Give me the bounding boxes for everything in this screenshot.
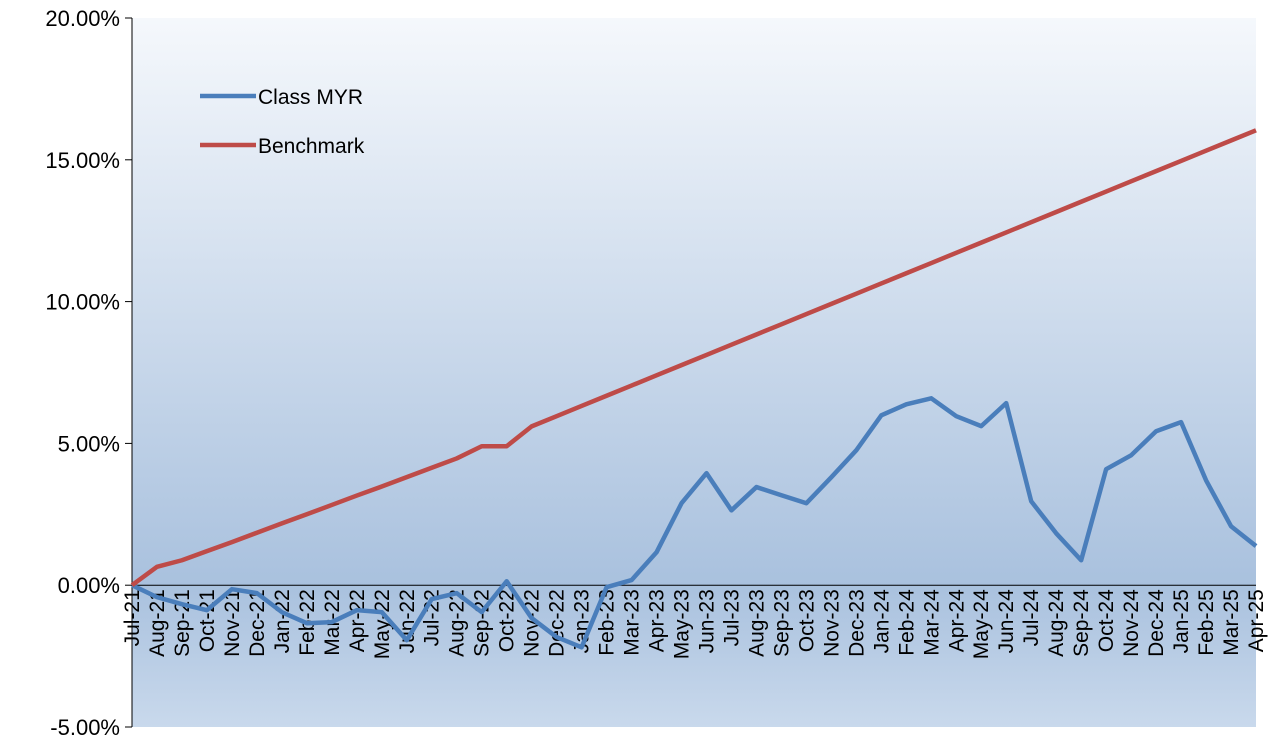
- x-tick-label: Apr-25: [1245, 589, 1268, 652]
- x-tick-label: May-24: [970, 589, 993, 659]
- x-tick-label: Oct-24: [1095, 589, 1118, 652]
- x-tick-label: Mar-23: [621, 589, 644, 656]
- x-tick-label: Sep-24: [1070, 589, 1093, 657]
- x-tick-label: Dec-21: [246, 589, 269, 657]
- x-tick-label: Mar-25: [1220, 589, 1243, 656]
- series-line: [130, 128, 1257, 588]
- x-tick-label: Feb-25: [1195, 589, 1218, 656]
- x-tick-label: May-22: [371, 589, 394, 659]
- x-tick-label: Mar-24: [920, 589, 943, 656]
- x-tick-label: Jan-22: [271, 589, 294, 653]
- x-tick-label: Jun-24: [995, 589, 1018, 654]
- x-tick-label: Nov-23: [820, 589, 843, 657]
- x-tick-label: Aug-23: [745, 589, 768, 657]
- x-tick-label: Dec-23: [845, 589, 868, 657]
- x-tick-label: Feb-24: [895, 589, 918, 656]
- y-tick-label: 15.00%: [45, 148, 120, 173]
- x-tick-label: Dec-22: [546, 589, 569, 657]
- x-tick-label: Aug-24: [1045, 589, 1068, 657]
- x-tick-label: Aug-22: [446, 589, 469, 657]
- x-tick-label: Nov-21: [221, 589, 244, 657]
- y-tick-label: 5.00%: [58, 431, 120, 456]
- x-tick-label: Jul-21: [121, 589, 144, 646]
- x-tick-label: Dec-24: [1145, 589, 1168, 657]
- x-tick-label: Nov-22: [521, 589, 544, 657]
- x-tick-label: Jul-24: [1020, 589, 1043, 647]
- plot-area: [132, 18, 1256, 727]
- x-tick-label: Oct-23: [795, 589, 818, 652]
- y-tick-label: -5.00%: [50, 715, 120, 740]
- x-tick-label: Jan-24: [870, 589, 893, 654]
- x-tick-label: Apr-22: [346, 589, 369, 652]
- legend-label: Class MYR: [258, 86, 363, 109]
- x-tick-label: Oct-21: [196, 589, 219, 652]
- x-tick-label: Jan-25: [1170, 589, 1193, 653]
- x-tick-label: Nov-24: [1120, 589, 1143, 657]
- x-tick-label: Apr-24: [945, 589, 968, 652]
- series-line: [131, 396, 1258, 650]
- x-tick-label: Jun-23: [695, 589, 718, 653]
- x-tick-label: Oct-22: [496, 589, 519, 652]
- x-tick-label: Sep-21: [171, 589, 194, 657]
- y-tick-label: 10.00%: [45, 290, 120, 315]
- x-tick-label: Aug-21: [146, 589, 169, 657]
- x-tick-label: Jun-22: [396, 589, 419, 653]
- x-tick-label: Feb-23: [596, 589, 619, 656]
- x-tick-label: Apr-23: [646, 589, 669, 652]
- y-tick-label: 20.00%: [45, 6, 120, 31]
- x-tick-label: Sep-23: [770, 589, 793, 657]
- x-tick-label: Jul-23: [720, 589, 743, 646]
- legend-label: Benchmark: [258, 135, 365, 158]
- y-tick-label: 0.00%: [58, 573, 120, 598]
- x-tick-label: May-23: [671, 589, 694, 659]
